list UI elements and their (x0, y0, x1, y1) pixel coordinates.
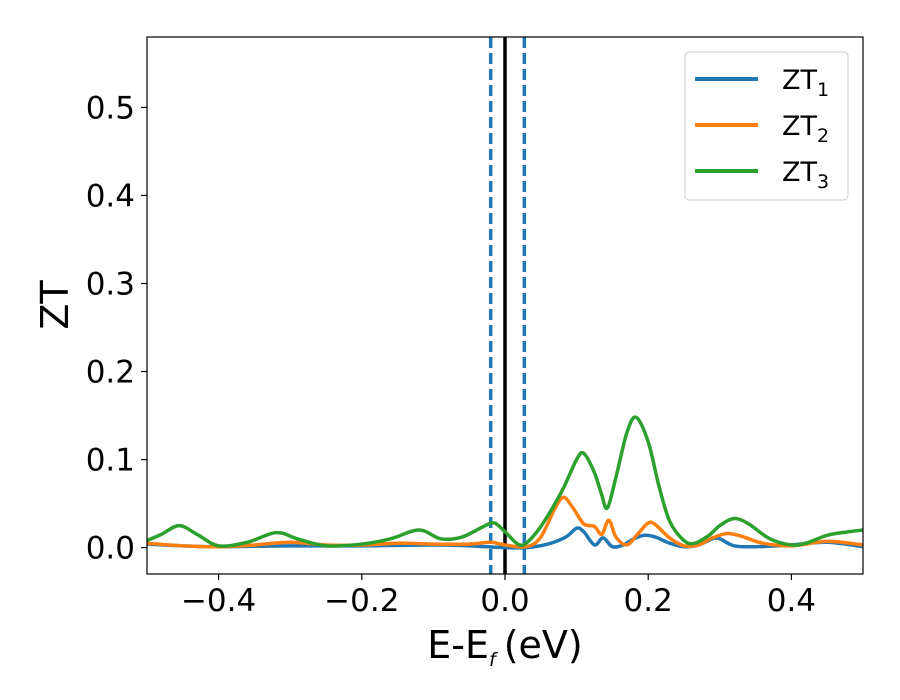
x-tick-label: −0.4 (181, 583, 256, 619)
y-tick-label: 0.2 (86, 355, 135, 391)
x-tick-label: −0.2 (324, 583, 399, 619)
x-tick-label: 0.4 (767, 583, 816, 619)
x-tick-label: 0.0 (480, 583, 529, 619)
y-tick-label: 0.4 (86, 178, 135, 214)
y-tick-label: 0.3 (86, 266, 135, 302)
legend-label-zt3: ZT3 (782, 157, 829, 193)
legend-label-zt2: ZT2 (782, 111, 829, 147)
reference-lines (488, 37, 527, 574)
series-lines (147, 415, 863, 550)
series-line-zt1 (147, 526, 863, 550)
legend: ZT1 ZT2 ZT3 (684, 51, 849, 201)
y-tick-label: 0.0 (86, 531, 135, 567)
x-tick-label: 0.2 (624, 583, 673, 619)
x-axis-ticks: −0.4 −0.2 0.0 0.2 0.4 (181, 574, 816, 619)
y-tick-label: 0.5 (86, 90, 135, 126)
y-tick-label: 0.1 (86, 443, 135, 479)
legend-label-zt1: ZT1 (782, 65, 829, 101)
y-axis-ticks: 0.0 0.1 0.2 0.3 0.4 0.5 (86, 90, 147, 567)
series-line-zt3 (147, 415, 863, 548)
y-axis-title: ZT (33, 280, 77, 330)
x-axis-title: E-Ef (eV) (427, 623, 582, 671)
